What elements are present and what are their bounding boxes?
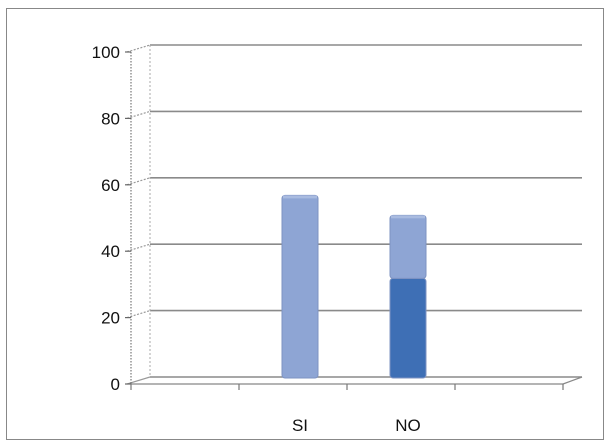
tick-labels: 0 20 40 60 80 100 SI NO [92, 43, 421, 435]
bar-no-cap [391, 215, 425, 219]
bar-no-segment-1 [389, 214, 427, 279]
gridline-side-100 [126, 44, 151, 53]
y-tick-label-40: 40 [101, 242, 120, 261]
y-tick-label-60: 60 [101, 176, 120, 195]
floor-right-edge [562, 376, 583, 385]
bars [281, 194, 427, 379]
y-tick-label-80: 80 [101, 109, 120, 128]
y-tick-label-20: 20 [101, 309, 120, 328]
x-tick-label-no: NO [395, 416, 421, 435]
axes [125, 45, 583, 390]
gridlines [126, 44, 582, 385]
bar-si-cap [283, 195, 317, 199]
gridline-side-80 [126, 110, 151, 119]
y-tick-label-100: 100 [92, 43, 120, 62]
gridline-side-60 [126, 177, 151, 186]
bar-si-segment-0 [281, 194, 319, 379]
x-tick-label-si: SI [292, 416, 308, 435]
bar-no-segment-0 [389, 277, 427, 379]
y-tick-label-0: 0 [111, 375, 120, 394]
